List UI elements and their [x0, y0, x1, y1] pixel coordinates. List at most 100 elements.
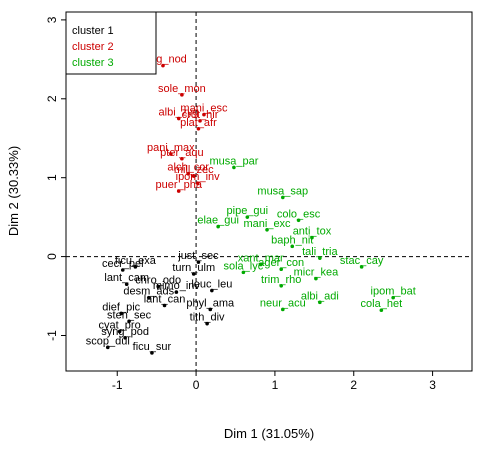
- data-points: [105, 63, 395, 355]
- y-axis-label: Dim 2 (30.33%): [6, 146, 21, 236]
- data-point: [117, 329, 122, 334]
- axis-ticks: -1 0 1 2 3 -1 0 1 2 3: [45, 16, 436, 392]
- data-point-label: stac_cay: [340, 255, 384, 267]
- data-point: [161, 63, 165, 68]
- data-point-label: albi_zyg: [159, 107, 199, 119]
- x-tick-label: 0: [193, 378, 200, 392]
- data-point: [146, 295, 151, 300]
- data-point-label: turn_ulm: [172, 262, 215, 274]
- data-point-label: alch_cor: [167, 162, 209, 174]
- data-point: [245, 215, 250, 219]
- data-point-label: mani_esc: [180, 103, 228, 115]
- x-tick-label: 1: [272, 378, 279, 392]
- x-tick-label: 2: [350, 378, 357, 392]
- data-point-label: musa_par: [209, 155, 258, 167]
- data-point: [318, 300, 322, 305]
- y-tick-label: 1: [45, 174, 59, 181]
- data-point: [290, 244, 295, 249]
- data-point-label: phyl_ama: [186, 297, 235, 309]
- data-point-label: lant_can: [144, 294, 186, 306]
- data-point: [359, 265, 364, 269]
- data-point-label: tith_div: [190, 312, 225, 324]
- data-point: [314, 276, 318, 281]
- data-point: [119, 311, 123, 316]
- data-point: [191, 272, 196, 276]
- x-axis-label: Dim 1 (31.05%): [224, 426, 314, 441]
- data-point-label: cola_het: [361, 298, 403, 310]
- data-point: [205, 321, 209, 326]
- data-point-label: scop_dul: [86, 335, 130, 347]
- y-tick-label: 2: [45, 95, 59, 102]
- data-point-label: albi_adi: [301, 290, 339, 302]
- data-point: [279, 267, 284, 272]
- legend-entry-cluster-2: cluster 2: [72, 41, 114, 53]
- data-point: [296, 218, 301, 223]
- data-point-label: just_sec: [177, 250, 219, 262]
- data-point-label: musa_sap: [257, 185, 308, 197]
- legend-entry-cluster-3: cluster 3: [72, 57, 114, 69]
- data-point-label: colo_esc: [277, 208, 321, 220]
- x-tick-label: 3: [429, 378, 436, 392]
- data-point: [180, 156, 184, 161]
- data-point-label: desm_ads: [123, 286, 174, 298]
- data-point-label: tali_tria: [302, 246, 338, 258]
- data-point-label: pter_aqu: [160, 147, 203, 159]
- data-point: [241, 270, 246, 275]
- data-point-label: mill_zec: [174, 164, 214, 176]
- data-point: [169, 152, 173, 156]
- data-point: [280, 195, 285, 200]
- data-point: [120, 268, 125, 272]
- data-point-label: anti_tox: [293, 226, 332, 238]
- data-point-label: trim_rho: [261, 274, 301, 286]
- data-point-label: ficu_sur: [133, 341, 172, 353]
- data-point-label: mimo_inv: [153, 280, 201, 292]
- data-point: [127, 319, 131, 324]
- data-point: [176, 116, 181, 121]
- data-point: [123, 336, 127, 340]
- data-point: [162, 303, 167, 308]
- legend: cluster 1 cluster 2 cluster 3: [65, 11, 157, 75]
- data-point: [174, 290, 179, 294]
- data-point: [265, 227, 269, 232]
- data-point: [208, 307, 213, 312]
- data-point: [150, 351, 154, 355]
- data-point-label: pani_max: [147, 142, 195, 154]
- y-tick-label: 3: [45, 16, 59, 23]
- y-tick-label: 0: [45, 253, 59, 260]
- data-point: [198, 119, 202, 123]
- data-point: [258, 262, 263, 267]
- data-point-label: syng_pod: [101, 326, 149, 338]
- data-point: [202, 112, 206, 117]
- data-point-label: neur_acu: [260, 297, 306, 309]
- data-point: [124, 282, 129, 287]
- data-point: [195, 181, 200, 186]
- data-point-label: xant_mar: [238, 252, 284, 264]
- data-point: [310, 235, 314, 240]
- data-point-label: cyat_pro: [99, 320, 141, 332]
- data-point-label: mani_exc: [243, 218, 291, 230]
- data-point-label: sten_sec: [107, 309, 152, 321]
- data-point-label: ficu_exa: [115, 255, 157, 267]
- data-point: [232, 165, 236, 170]
- data-point-label: pipe_gui: [227, 205, 269, 217]
- reference-lines: [66, 12, 472, 371]
- data-point: [191, 174, 196, 178]
- data-point-label: crot_hir: [182, 109, 219, 121]
- data-point-label: baph_nit: [271, 234, 313, 246]
- data-point: [196, 260, 201, 264]
- data-point: [280, 307, 285, 312]
- data-point-label: dief_pic: [102, 301, 140, 313]
- data-point-label: elae_gui: [197, 215, 239, 227]
- data-point-label: plat_afr: [180, 117, 217, 129]
- data-point: [318, 256, 322, 260]
- data-point: [216, 224, 220, 229]
- x-tick-label: -1: [112, 378, 123, 392]
- plot-frame: [65, 11, 473, 372]
- data-point-label: sola_lyc: [224, 260, 264, 272]
- data-point-label: ipom_bat: [371, 286, 416, 298]
- data-point-label: ager_con: [258, 257, 304, 269]
- legend-entry-cluster-1: cluster 1: [72, 25, 114, 37]
- data-point-label: cecr_pel: [102, 258, 144, 270]
